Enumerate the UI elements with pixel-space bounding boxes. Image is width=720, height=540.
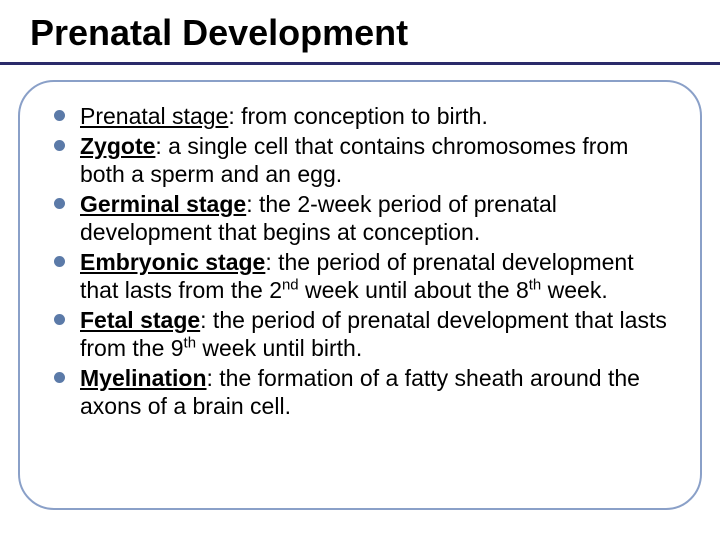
list-item: Fetal stage: the period of prenatal deve… [48,306,672,362]
bullet-icon [54,372,65,383]
definition: week. [541,277,607,303]
bullet-icon [54,110,65,121]
bullet-icon [54,256,65,267]
bullet-icon [54,314,65,325]
definition: week until about the 8 [299,277,529,303]
content-frame: Prenatal stage: from conception to birth… [18,80,702,510]
term: Myelination [80,365,207,391]
slide: Prenatal Development Prenatal stage: fro… [0,0,720,540]
definition: : a single cell that contains chromosome… [80,133,628,187]
term: Germinal stage [80,191,246,217]
term: Zygote [80,133,155,159]
term: Prenatal stage [80,103,228,129]
superscript: nd [282,277,299,294]
term: Embryonic stage [80,249,265,275]
bullet-list: Prenatal stage: from conception to birth… [48,102,672,421]
slide-title: Prenatal Development [30,12,408,54]
list-item: Prenatal stage: from conception to birth… [48,102,672,130]
definition: : from conception to birth. [228,103,488,129]
term: Fetal stage [80,307,200,333]
title-underline [0,62,720,65]
definition: week until birth. [196,335,362,361]
bullet-icon [54,198,65,209]
superscript: th [184,335,196,352]
list-item: Myelination: the formation of a fatty sh… [48,364,672,420]
list-item: Zygote: a single cell that contains chro… [48,132,672,188]
superscript: th [529,277,541,294]
list-item: Germinal stage: the 2-week period of pre… [48,190,672,246]
list-item: Embryonic stage: the period of prenatal … [48,248,672,304]
bullet-icon [54,140,65,151]
